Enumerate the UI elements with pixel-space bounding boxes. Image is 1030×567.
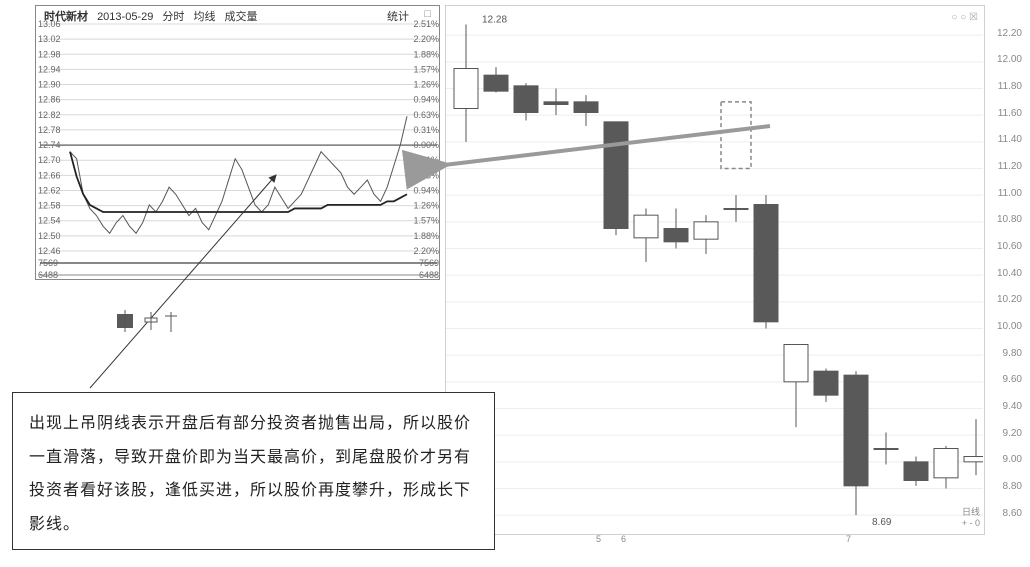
y-tick: 10.60 xyxy=(997,241,1022,252)
svg-text:13.06: 13.06 xyxy=(38,19,61,29)
timeframe-label: 日线 xyxy=(962,505,980,518)
intraday-sub-chart: 时代新材 2013-05-29 分时 均线 成交量 统计 □ 13.062.51… xyxy=(35,5,440,280)
x-label-6: 6 xyxy=(621,534,626,544)
y-tick: 11.00 xyxy=(998,188,1022,199)
y-tick: 11.80 xyxy=(998,81,1022,92)
svg-text:2.20%: 2.20% xyxy=(413,34,439,44)
annotation-text-box: 出现上吊阴线表示开盘后有部分投资者抛售出局，所以股价一直滑落，导致开盘价即为当天… xyxy=(12,392,495,550)
svg-text:12.50: 12.50 xyxy=(38,231,61,241)
svg-text:0.63%: 0.63% xyxy=(413,170,439,180)
x-label-5: 5 xyxy=(596,534,601,544)
bottom-right-info: 日线 + - 0 xyxy=(962,505,980,528)
svg-text:6488: 6488 xyxy=(38,270,58,280)
svg-text:1.26%: 1.26% xyxy=(413,80,439,90)
svg-text:12.70: 12.70 xyxy=(38,155,61,165)
y-tick: 9.80 xyxy=(1003,348,1022,359)
y-tick: 9.40 xyxy=(1003,401,1022,412)
svg-text:12.94: 12.94 xyxy=(38,64,61,74)
svg-text:2.20%: 2.20% xyxy=(413,246,439,256)
x-label-7: 7 xyxy=(846,534,851,544)
y-tick: 8.60 xyxy=(1003,508,1022,519)
y-tick: 11.20 xyxy=(998,161,1022,172)
svg-text:0.94%: 0.94% xyxy=(413,185,439,195)
svg-text:12.98: 12.98 xyxy=(38,49,61,59)
y-tick: 10.80 xyxy=(997,214,1022,225)
svg-text:2.51%: 2.51% xyxy=(413,19,439,29)
svg-text:1.88%: 1.88% xyxy=(413,231,439,241)
main-y-axis: 12.20 12.00 11.80 11.60 11.40 11.20 11.00 10.80… xyxy=(986,6,1024,534)
svg-text:12.28: 12.28 xyxy=(482,15,507,26)
y-tick: 11.40 xyxy=(998,134,1022,145)
y-tick: 12.20 xyxy=(997,28,1022,39)
svg-text:0.31%: 0.31% xyxy=(413,125,439,135)
y-tick: 10.20 xyxy=(997,294,1022,305)
y-tick: 9.60 xyxy=(1003,374,1022,385)
svg-text:8.69: 8.69 xyxy=(872,517,892,528)
svg-text:7569: 7569 xyxy=(38,258,58,268)
svg-text:12.82: 12.82 xyxy=(38,110,61,120)
y-tick: 8.80 xyxy=(1003,481,1022,492)
chart-top-icons: ○ ○ ☒ xyxy=(951,12,978,23)
y-tick: 10.40 xyxy=(997,268,1022,279)
svg-text:12.54: 12.54 xyxy=(38,216,61,226)
svg-text:0.63%: 0.63% xyxy=(413,110,439,120)
y-tick: 9.00 xyxy=(1003,454,1022,465)
y-tick: 12.00 xyxy=(997,54,1022,65)
svg-text:13.02: 13.02 xyxy=(38,34,61,44)
legend-candles xyxy=(115,310,205,339)
svg-text:12.66: 12.66 xyxy=(38,170,61,180)
svg-text:12.86: 12.86 xyxy=(38,95,61,105)
svg-text:1.57%: 1.57% xyxy=(413,64,439,74)
svg-text:12.46: 12.46 xyxy=(38,246,61,256)
svg-text:1.26%: 1.26% xyxy=(413,201,439,211)
svg-text:1.57%: 1.57% xyxy=(413,216,439,226)
main-chart-svg: 12.28 8.69 xyxy=(446,6,983,531)
svg-text:12.90: 12.90 xyxy=(38,80,61,90)
svg-text:0.31%: 0.31% xyxy=(413,155,439,165)
svg-text:12.62: 12.62 xyxy=(38,185,61,195)
svg-text:7569: 7569 xyxy=(419,258,439,268)
y-tick: 10.00 xyxy=(997,321,1022,332)
svg-text:6488: 6488 xyxy=(419,270,439,280)
zoom-controls[interactable]: + - 0 xyxy=(962,518,980,528)
main-candlestick-chart: 12.288.69 12.2012.0011.8011.6011.4011.20… xyxy=(445,5,985,535)
annotation-text: 出现上吊阴线表示开盘后有部分投资者抛售出局，所以股价一直滑落，导致开盘价即为当天… xyxy=(29,415,471,533)
sub-chart-svg: 13.06 2.51% 13.02 2.20% 12.98 1.88% 12.94 1.57%… xyxy=(36,6,441,281)
svg-text:1.88%: 1.88% xyxy=(413,49,439,59)
svg-text:12.58: 12.58 xyxy=(38,201,61,211)
y-tick: 9.20 xyxy=(1003,428,1022,439)
y-tick: 11.60 xyxy=(998,108,1022,119)
svg-text:12.78: 12.78 xyxy=(38,125,61,135)
svg-text:0.94%: 0.94% xyxy=(413,95,439,105)
